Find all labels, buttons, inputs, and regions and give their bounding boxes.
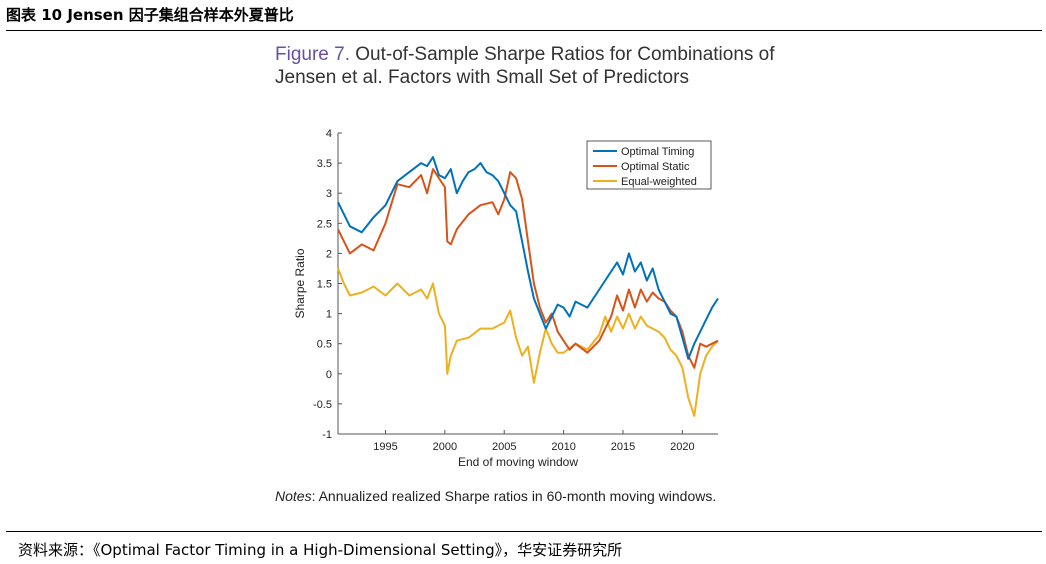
y-tick-label: 1 <box>326 309 332 321</box>
y-tick-label: 2 <box>326 248 332 260</box>
x-tick-label: 2010 <box>551 441 575 453</box>
y-tick-label: 0 <box>326 369 332 381</box>
report-chart-caption: 图表 10 Jensen 因子集组合样本外夏普比 <box>6 6 294 24</box>
notes-label: Notes <box>275 488 312 504</box>
x-tick-label: 2005 <box>492 441 516 453</box>
bottom-divider <box>6 531 1042 532</box>
y-tick-label: -0.5 <box>313 399 332 411</box>
y-tick-label: 3.5 <box>317 158 332 170</box>
y-tick-label: 2.5 <box>317 218 332 230</box>
y-tick-label: 1.5 <box>317 279 332 291</box>
y-tick-label: -1 <box>322 429 332 441</box>
series-line-optimal-timing <box>337 156 719 360</box>
y-tick-label: 3 <box>326 188 332 200</box>
top-divider <box>6 30 1042 31</box>
figure-notes: Notes: Annualized realized Sharpe ratios… <box>275 487 735 505</box>
notes-text: : Annualized realized Sharpe ratios in 6… <box>311 488 717 504</box>
legend-label: Optimal Static <box>621 161 690 173</box>
x-tick-label: 2020 <box>670 441 694 453</box>
legend-label: Equal-weighted <box>621 176 697 188</box>
legend-label: Optimal Timing <box>621 146 694 158</box>
x-tick-label: 2015 <box>611 441 635 453</box>
source-citation: 资料来源：《Optimal Factor Timing in a High-Di… <box>18 541 623 559</box>
x-tick-label: 1995 <box>373 441 397 453</box>
x-tick-label: 2000 <box>433 441 457 453</box>
figure-title-text: Out-of-Sample Sharpe Ratios for Combinat… <box>275 44 775 88</box>
figure-title: Figure 7. Out-of-Sample Sharpe Ratios fo… <box>275 43 775 89</box>
y-tick-label: 0.5 <box>317 339 332 351</box>
x-axis-label: End of moving window <box>458 455 578 469</box>
y-tick-label: 4 <box>326 128 332 140</box>
figure-label: Figure 7. <box>275 44 350 65</box>
y-axis-label: Sharpe Ratio <box>293 248 307 318</box>
